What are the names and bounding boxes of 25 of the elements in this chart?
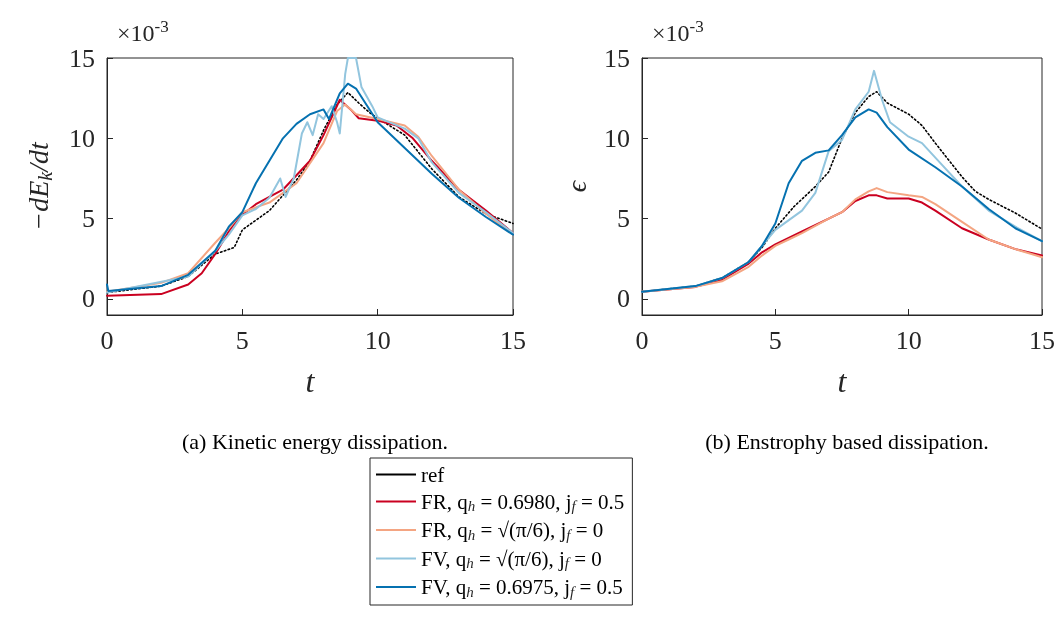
legend-label: ref xyxy=(421,462,445,487)
text: (b) Enstrophy based dissipation. xyxy=(705,428,989,454)
x-tick-label: 5 xyxy=(235,325,249,355)
y-axis-title: −dEk/dt xyxy=(23,141,56,231)
x-tick-label: 5 xyxy=(768,325,782,355)
y-tick-label: 15 xyxy=(69,43,95,73)
y-tick-label: 10 xyxy=(69,123,95,153)
x-axis-title: t xyxy=(305,363,316,399)
y-tick-label: 0 xyxy=(617,284,630,314)
x-axis-title: t xyxy=(837,363,848,399)
x-tick-label: 15 xyxy=(500,325,526,355)
x-tick-label: 10 xyxy=(364,325,391,355)
legend-label: FV, qh = √(π/6), jf = 0 xyxy=(421,546,602,571)
y-tick-label: 15 xyxy=(604,43,630,73)
x-tick-label: 10 xyxy=(895,325,922,355)
y-tick-label: 0 xyxy=(82,284,95,314)
y-tick-label: 10 xyxy=(604,123,630,153)
legend-label: FR, qh = 0.6980, jf = 0.5 xyxy=(421,489,625,514)
y-tick-label: 5 xyxy=(617,204,630,234)
y-axis-title: ϵ xyxy=(560,179,592,193)
legend-label: FV, qh = 0.6975, jf = 0.5 xyxy=(421,575,623,600)
x-tick-label: 15 xyxy=(1029,325,1055,355)
text: (a) Kinetic energy dissipation. xyxy=(182,428,448,454)
y-tick-label: 5 xyxy=(82,204,95,234)
legend-label: FR, qh = √(π/6), jf = 0 xyxy=(421,518,604,543)
